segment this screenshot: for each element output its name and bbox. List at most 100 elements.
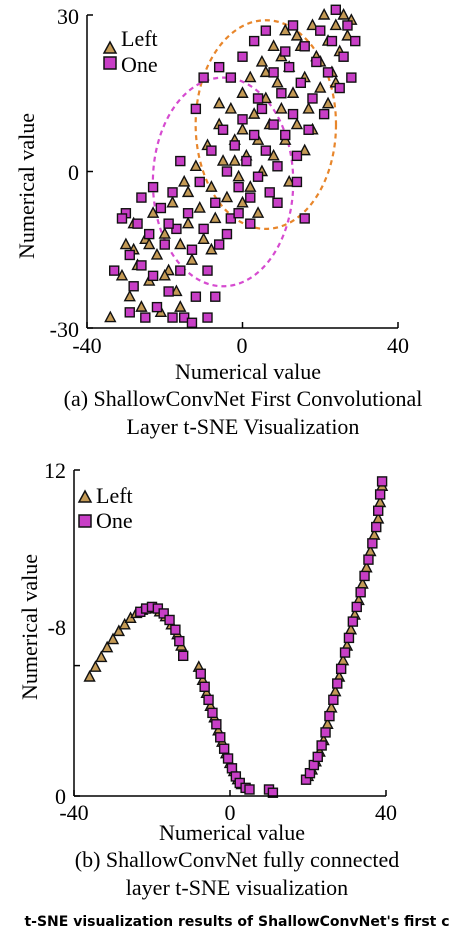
panel-b-point-left	[89, 660, 102, 672]
panel-a-point-left	[259, 65, 272, 78]
panel-b-y-tick-label-mid: -8	[48, 615, 66, 640]
panel-a-y-tick-label-mid: 0	[68, 160, 79, 185]
panel-a-ticks	[86, 14, 399, 329]
panel-b-point-one	[343, 632, 355, 644]
panel-a-point-one	[178, 312, 190, 323]
panel-a-point-one	[163, 218, 174, 229]
panel-a-point-one	[167, 312, 178, 323]
panel-a-point-one	[287, 20, 299, 31]
panel-a-point-one	[136, 192, 147, 203]
panel-a-point-one	[291, 176, 303, 188]
panel-b-x-tick-label-left: -40	[59, 800, 88, 825]
panel-b-point-one	[374, 489, 386, 500]
panel-a-point-one	[217, 124, 229, 135]
panel-a-point-one	[198, 223, 209, 235]
panel-a-point-left	[209, 211, 222, 224]
panel-a-point-one	[155, 202, 167, 214]
panel-b-point-one	[158, 608, 169, 619]
panel-b-legend-one-label: One	[96, 508, 133, 533]
panel-a-legend-left-label: Left	[121, 26, 158, 51]
panel-b-point-one	[174, 635, 185, 647]
panel-b-legend-left-marker	[77, 489, 93, 503]
panel-a-point-left	[255, 54, 269, 67]
panel-a-point-left	[135, 300, 148, 312]
panel-a-point-one	[221, 228, 233, 240]
panel-a-point-left	[337, 7, 350, 20]
panel-a-point-one	[350, 35, 361, 47]
panel-a-point-left	[329, 18, 342, 31]
panel-b-point-one	[355, 587, 366, 598]
panel-a-point-one	[311, 56, 322, 68]
panel-a-point-one	[233, 208, 244, 219]
panel-a-legend-one-label: One	[121, 52, 158, 77]
panel-b-point-one	[222, 753, 234, 764]
panel-a-point-left	[123, 289, 136, 302]
panel-a-point-left	[306, 18, 319, 31]
panel-b-point-one	[359, 570, 370, 582]
panel-a-point-one	[287, 108, 299, 120]
panel-b-point-left	[118, 617, 131, 630]
panel-a-point-left	[244, 70, 257, 83]
panel-a-point-left	[115, 268, 129, 281]
panel-a-point-left	[267, 148, 280, 161]
panel-a-point-one	[202, 312, 213, 323]
panel-a-point-one	[109, 265, 120, 276]
panel-b-point-one	[215, 732, 226, 743]
panel-a-points	[104, 4, 361, 328]
panel-a-point-one	[147, 181, 159, 193]
panel-a-point-one	[322, 67, 334, 78]
panel-a-point-one	[268, 67, 279, 78]
panel-a-point-one	[225, 213, 237, 224]
panel-a-point-one	[245, 192, 256, 203]
panel-b-point-one	[203, 694, 214, 706]
panel-a-point-one	[190, 291, 202, 302]
panel-b-legend-left-label: Left	[96, 483, 133, 508]
panel-a-caption-line2: Layer t-SNE Visualization	[127, 414, 360, 439]
panel-a-point-one	[280, 46, 291, 57]
panel-a-point-left	[150, 247, 164, 260]
panel-a-point-one	[194, 176, 205, 188]
panel-a-point-one	[206, 145, 217, 156]
panel-a-point-one	[260, 145, 272, 156]
panel-a-point-left	[224, 101, 237, 114]
panel-a-point-left	[232, 169, 245, 182]
panel-b-y-tick-label-bottom: 0	[55, 784, 66, 809]
panel-a-point-one	[260, 25, 272, 36]
panel-a-point-one	[159, 239, 170, 250]
panel-b-point-one	[335, 663, 347, 675]
panel-b-point-one	[267, 787, 279, 798]
panel-b-point-one	[312, 751, 323, 763]
panel-a-point-one	[283, 61, 295, 73]
panel-a-point-left	[267, 39, 280, 51]
panel-a-point-one	[272, 161, 283, 172]
panel-a-point-left	[228, 154, 241, 166]
panel-a-point-one	[124, 307, 135, 318]
panel-a-point-left	[236, 122, 249, 135]
panel-a-point-one	[202, 265, 213, 276]
panel-a-point-one	[315, 25, 326, 36]
panel-a-point-left	[158, 227, 171, 239]
panel-a-point-one	[229, 140, 240, 151]
panel-a-point-left	[244, 180, 257, 192]
panel-a-point-left	[170, 284, 183, 297]
panel-b-point-one	[195, 668, 206, 679]
panel-a-point-one	[264, 187, 275, 198]
panel-a-point-one	[167, 187, 178, 198]
panel-a-point-left	[282, 174, 296, 187]
panel-a-x-tick-label-right: 40	[387, 333, 409, 358]
panel-b-point-one	[164, 614, 175, 626]
panel-a-point-one	[338, 51, 349, 62]
panel-a-legend-one-marker	[103, 56, 117, 70]
panel-a-point-one	[186, 317, 198, 328]
panel-a-point-left	[119, 237, 133, 250]
panel-a-point-left	[251, 206, 265, 218]
panel-a-point-left	[286, 86, 300, 98]
panel-a-point-one	[163, 286, 174, 297]
panel-b-point-one	[324, 710, 335, 722]
panel-b-point-one	[373, 505, 384, 516]
panel-a-point-one	[116, 213, 128, 224]
figure-footer-caption: t-SNE visualization results of ShallowCo…	[24, 914, 450, 930]
panel-a: 30 0 -30 -40 0 40 Numerical value Numeri…	[14, 4, 422, 439]
panel-a-point-one	[210, 197, 221, 209]
panel-a-point-one	[303, 124, 314, 135]
